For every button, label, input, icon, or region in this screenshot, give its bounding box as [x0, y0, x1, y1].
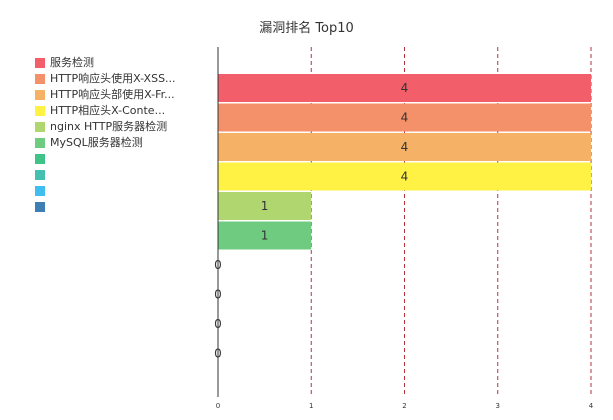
bar-value-label: 4: [401, 170, 409, 184]
x-axis-ticks: 0 1 2 3 4: [216, 402, 594, 410]
bar-value-label: 4: [401, 81, 409, 95]
legend-item[interactable]: HTTP响应头使用X-XSS...: [35, 71, 176, 87]
chart-title: 漏洞排名 Top10: [259, 21, 354, 36]
legend-swatch: [35, 122, 45, 132]
x-tick-label: 1: [309, 402, 313, 410]
bar-value-label: 1: [261, 229, 269, 243]
legend-swatch: [35, 74, 45, 84]
legend-label: 服务检测: [50, 56, 94, 69]
bar[interactable]: [218, 221, 312, 250]
x-tick-label: 4: [589, 402, 594, 410]
bar-value-label: 1: [261, 199, 269, 213]
bar-value-label: 4: [401, 111, 409, 125]
legend-swatch: [35, 58, 45, 68]
x-tick-label: 0: [216, 402, 220, 410]
bar[interactable]: [218, 103, 591, 132]
bar-value-label: 0: [214, 347, 222, 361]
legend-label: HTTP相应头X-Conte...: [50, 104, 166, 117]
x-tick-label: 2: [402, 402, 406, 410]
legend-swatch: [35, 106, 45, 116]
bar[interactable]: [218, 133, 591, 161]
bars: [218, 74, 591, 250]
legend-swatch: [35, 138, 45, 148]
bar[interactable]: [218, 162, 591, 191]
legend-label: HTTP响应头使用X-XSS...: [50, 72, 176, 85]
legend-label: HTTP响应头部使用X-Fr...: [50, 88, 175, 101]
bar-value-label: 4: [401, 140, 409, 154]
legend-swatch: [35, 186, 45, 196]
bar-value-label: 0: [214, 317, 222, 331]
chart-legend: 服务检测 HTTP响应头使用X-XSS... HTTP响应头部使用X-Fr... HT…: [35, 55, 176, 215]
legend-item[interactable]: 服务检测: [35, 55, 176, 71]
legend-item[interactable]: HTTP响应头部使用X-Fr...: [35, 87, 176, 103]
legend-item[interactable]: MySQL服务器检测: [35, 135, 176, 151]
bar[interactable]: [218, 192, 312, 220]
legend-item[interactable]: [35, 183, 176, 199]
bar-value-label: 0: [214, 258, 222, 272]
legend-item[interactable]: [35, 199, 176, 215]
legend-item[interactable]: nginx HTTP服务器检测: [35, 119, 176, 135]
bar-value-label: 0: [214, 288, 222, 302]
legend-label: nginx HTTP服务器检测: [50, 120, 168, 133]
legend-swatch: [35, 170, 45, 180]
bar-labels: 4 4 4 4 1 1 0 0 0 0: [214, 81, 408, 361]
legend-swatch: [35, 90, 45, 100]
legend-label: MySQL服务器检测: [50, 136, 143, 149]
bar[interactable]: [218, 74, 591, 102]
legend-item[interactable]: [35, 167, 176, 183]
legend-item[interactable]: HTTP相应头X-Conte...: [35, 103, 176, 119]
x-tick-label: 3: [496, 402, 500, 410]
legend-swatch: [35, 154, 45, 164]
legend-item[interactable]: [35, 151, 176, 167]
legend-swatch: [35, 202, 45, 212]
